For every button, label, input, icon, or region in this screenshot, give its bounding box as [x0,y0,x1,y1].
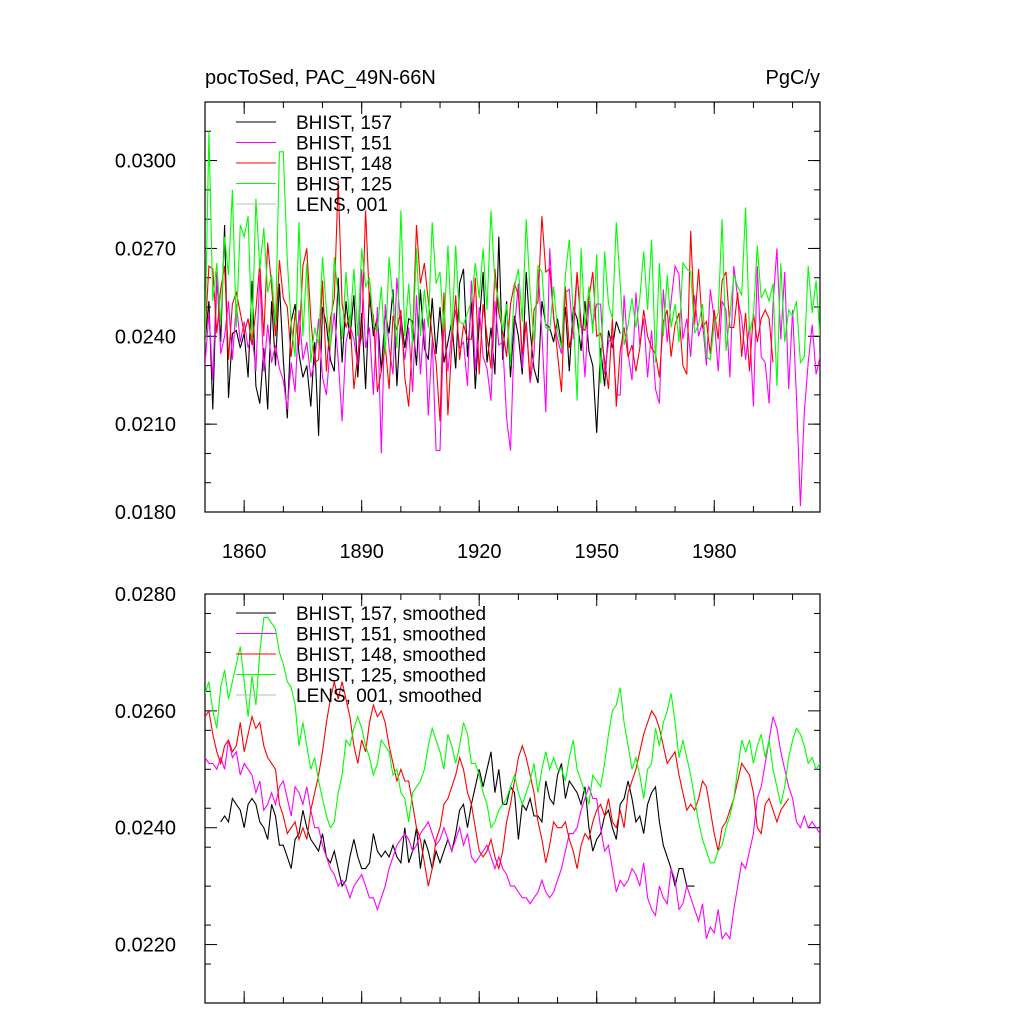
legend-label: BHIST, 125 [296,175,392,196]
legend-label: BHIST, 148 [296,154,392,175]
x-tick-label: 1980 [692,541,737,563]
y-tick-label: 0.0240 [115,326,176,348]
top-panel: 0.0180 0.0210 0.0240 0.0270 0.0300 1860 1890 19… [115,101,821,563]
y-tick-label: 0.0180 [115,502,176,524]
legend-label: BHIST, 125, smoothed [296,666,486,687]
series-group [205,616,820,941]
y-tick-label: 0.0240 [115,818,176,840]
series-line-bhist-157-smoothed [220,751,695,888]
series-line-bhist-148 [205,181,774,422]
y-tick-label: 0.0300 [115,151,176,173]
x-tick-label: 1920 [457,541,502,563]
series-line-bhist-151-smoothed [205,716,820,941]
legend-label: BHIST, 148, smoothed [296,645,486,666]
series-line-bhist-125 [205,131,820,401]
legend-label: BHIST, 151 [296,134,392,155]
legend-label: LENS, 001 [296,195,388,216]
plot-title: pocToSed, PAC_49N-66N [205,67,436,89]
y-tick-label: 0.0210 [115,414,176,436]
legend-label: LENS, 001, smoothed [296,686,482,707]
series-line-bhist-151 [205,248,820,507]
x-tick-label: 1890 [339,541,384,563]
x-tick-label: 1950 [574,541,619,563]
plot-frame [204,593,821,1004]
y-tick-label: 0.0260 [115,701,176,723]
x-tick-label: 1860 [222,541,267,563]
bottom-panel: 0.0220 0.0240 0.0260 0.0280 BHIST, 157, smoo… [115,584,821,1004]
series-group [205,131,820,507]
series-line-bhist-148-smoothed [205,681,790,887]
legend-label: BHIST, 151, smoothed [296,625,486,646]
units-label: PgC/y [766,67,820,89]
legend-label: BHIST, 157 [296,113,392,134]
y-tick-label: 0.0280 [115,584,176,606]
series-line-bhist-125-smoothed [205,616,820,864]
y-tick-label: 0.0270 [115,238,176,260]
legend-label: BHIST, 157, smoothed [296,604,486,625]
y-tick-label: 0.0220 [115,935,176,957]
